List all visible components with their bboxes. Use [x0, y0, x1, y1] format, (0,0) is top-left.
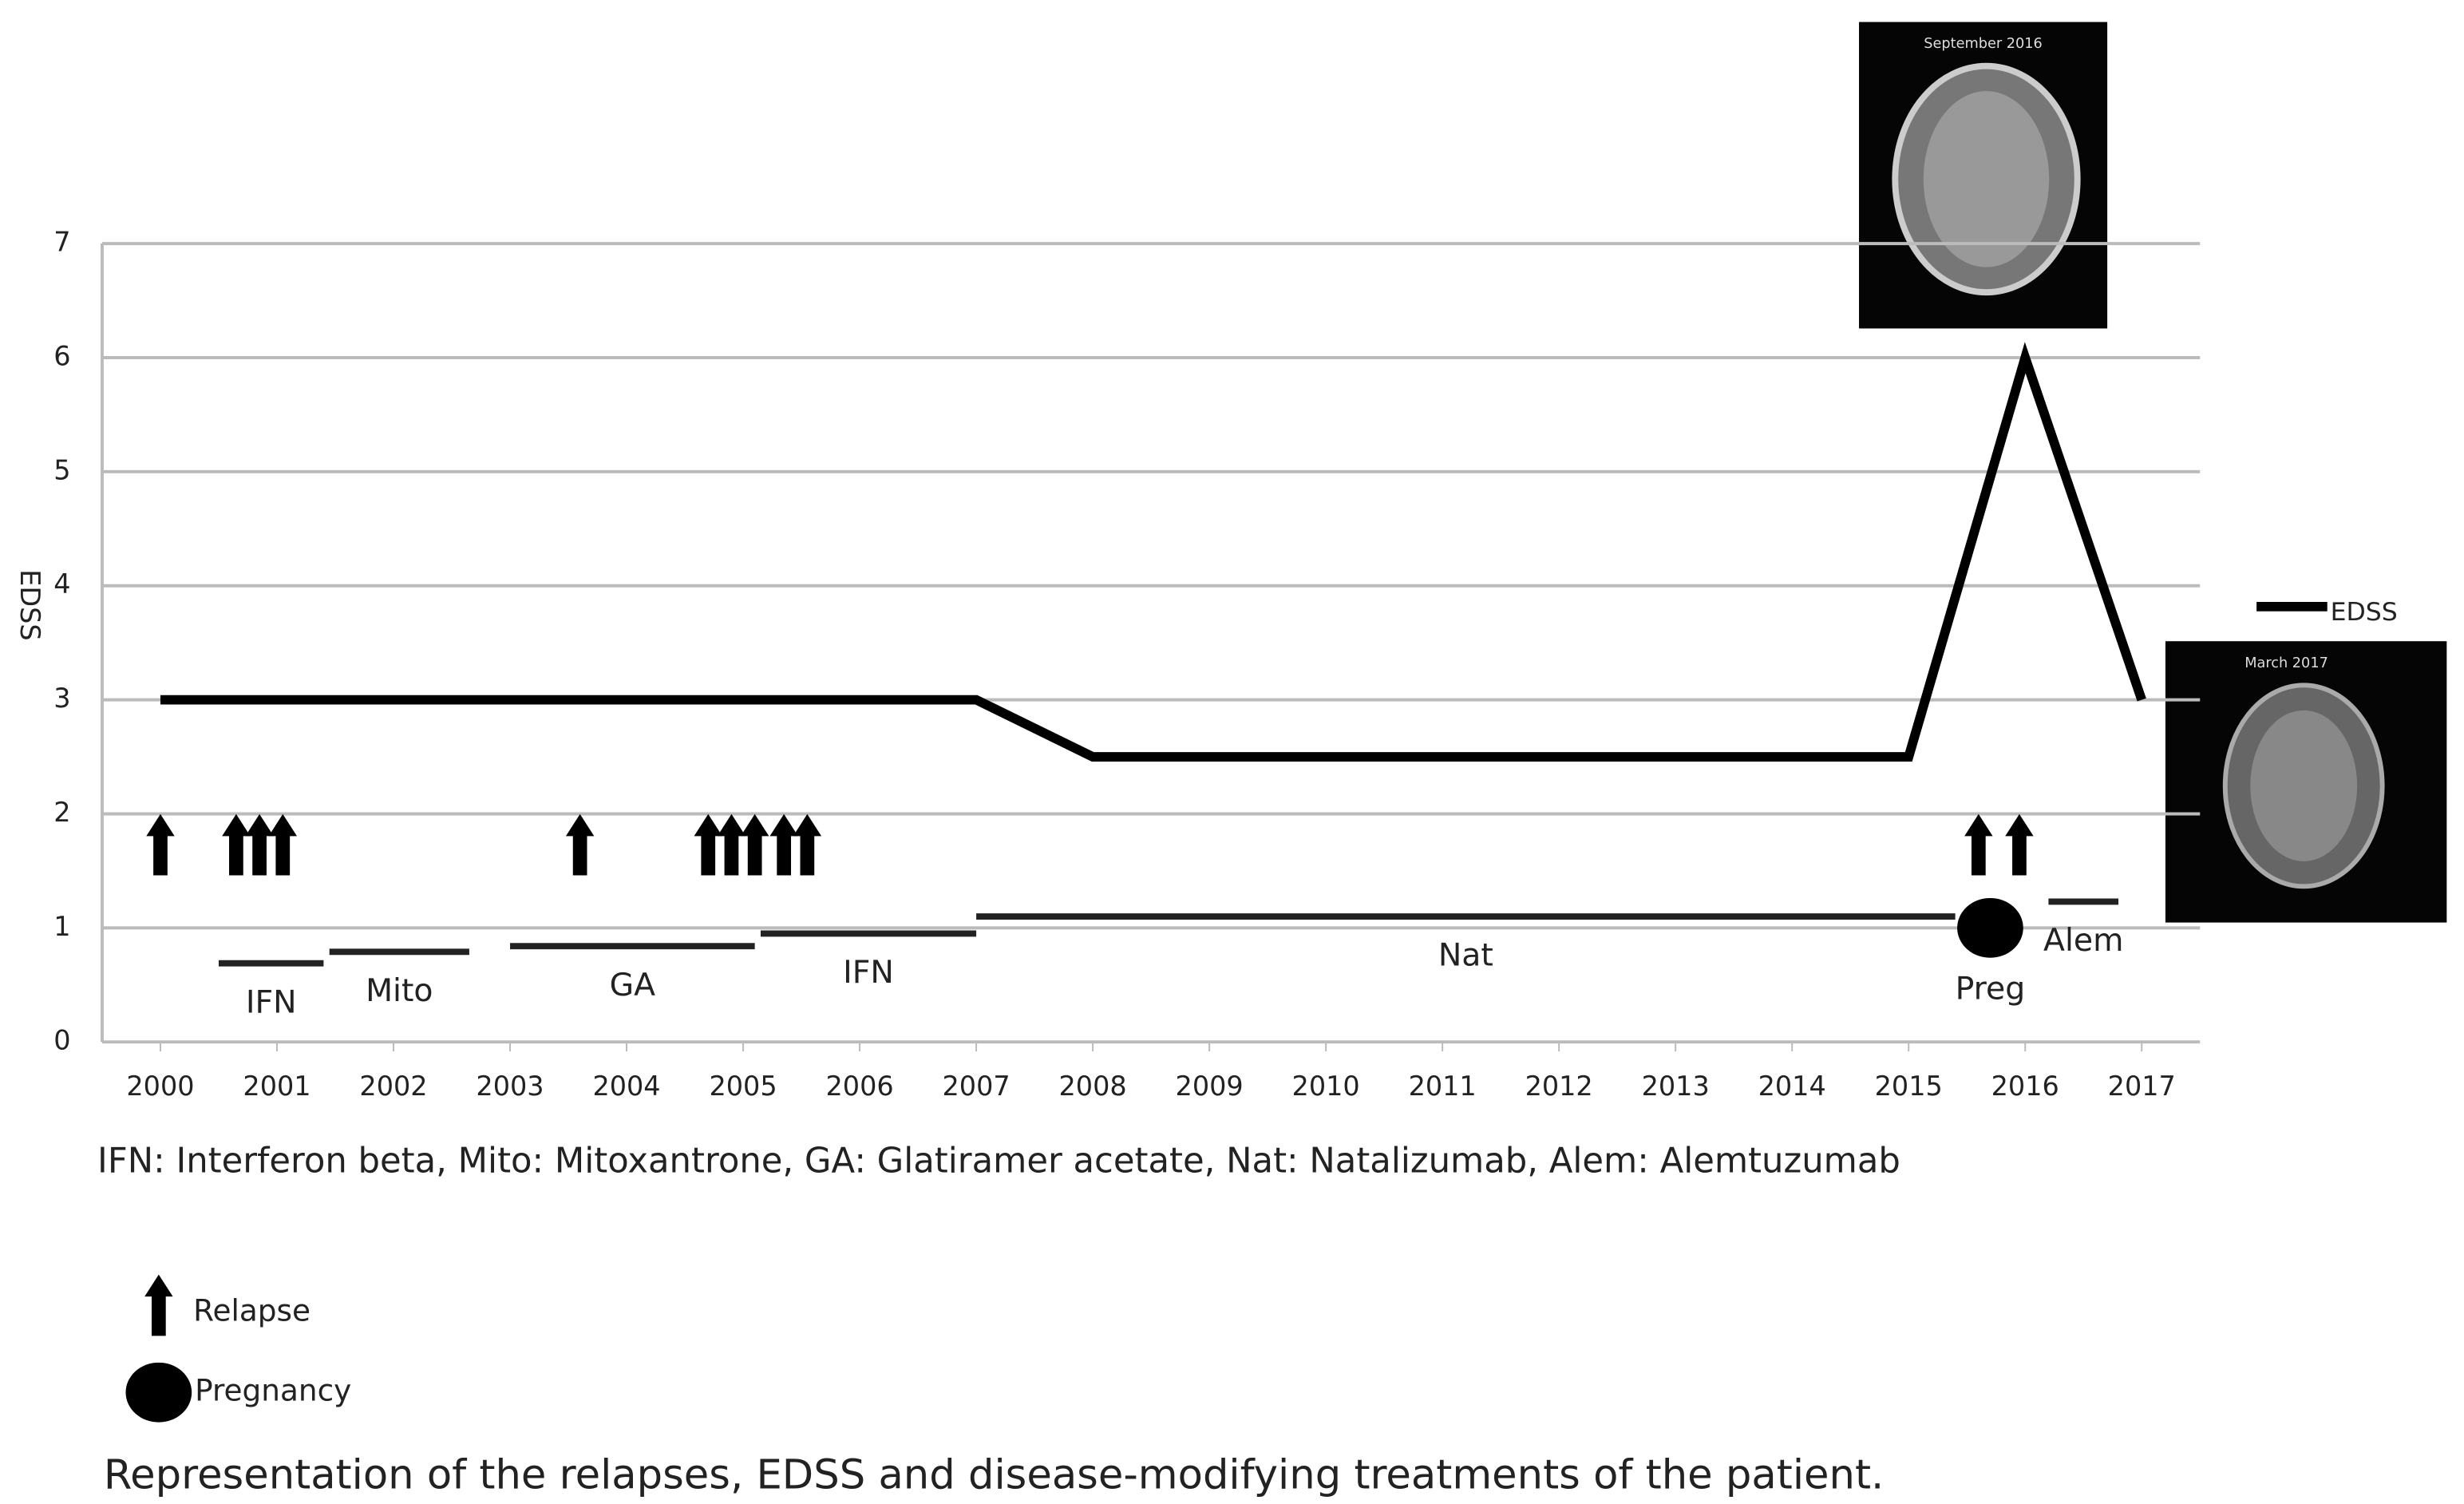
- x-tick-label: 2014: [1758, 1071, 1826, 1102]
- image-caption: March 2017: [2244, 655, 2328, 671]
- x-tick-label: 2003: [476, 1071, 544, 1102]
- treatment-label: Alem: [2043, 922, 2123, 959]
- x-tick-label: 2011: [1409, 1071, 1477, 1102]
- abbreviations: IFN: Interferon beta, Mito: Mitoxantrone…: [97, 1141, 1900, 1181]
- y-tick-label: 3: [53, 683, 70, 714]
- relapse-arrow: [718, 814, 746, 876]
- x-tick-label: 2016: [1991, 1071, 2059, 1102]
- pregnancy-label: Preg: [1956, 971, 2026, 1007]
- legend-label: EDSS: [2331, 598, 2398, 627]
- treatment-label: GA: [610, 967, 656, 1003]
- treatment-label: IFN: [246, 984, 297, 1020]
- brain-inner: [1924, 91, 2050, 267]
- image-caption: September 2016: [1924, 36, 2043, 52]
- treatment-label: Nat: [1438, 937, 1493, 974]
- x-tick-label: 2001: [243, 1071, 310, 1102]
- y-tick-label: 1: [53, 911, 70, 942]
- x-tick-label: 2007: [943, 1071, 1011, 1102]
- legend-relapse-label: Relapse: [193, 1292, 310, 1328]
- x-tick-label: 2015: [1875, 1071, 1943, 1102]
- caption: Representation of the relapses, EDSS and…: [104, 1451, 1884, 1499]
- x-tick-label: 2005: [709, 1071, 777, 1102]
- y-tick-label: 2: [53, 797, 70, 828]
- relapse-arrow: [1964, 814, 1992, 876]
- x-tick-label: 2004: [592, 1071, 660, 1102]
- x-tick-label: 2012: [1525, 1071, 1593, 1102]
- x-tick-label: 2002: [359, 1071, 427, 1102]
- x-tick-label: 2006: [825, 1071, 893, 1102]
- relapse-arrow: [269, 814, 297, 876]
- chart: EDSS IFN: Interferon beta, Mito: Mitoxan…: [0, 0, 2464, 1504]
- legend-pregnancy-icon: [126, 1363, 192, 1423]
- x-tick-label: 2010: [1292, 1071, 1360, 1102]
- legend-relapse-icon: [144, 1275, 172, 1336]
- treatment-label: Mito: [366, 972, 433, 1009]
- page: EDSS IFN: Interferon beta, Mito: Mitoxan…: [0, 0, 2464, 1504]
- y-tick-label: 6: [53, 341, 70, 372]
- y-axis-label: EDSS: [14, 569, 45, 640]
- y-tick-label: 5: [53, 454, 70, 485]
- relapse-arrow: [769, 814, 797, 876]
- y-tick-label: 4: [53, 568, 70, 600]
- pregnancy-marker: [1957, 898, 2023, 958]
- brain-inner: [2250, 710, 2357, 861]
- x-tick-label: 2008: [1059, 1071, 1127, 1102]
- treatment-label: IFN: [843, 954, 894, 991]
- x-tick-label: 2013: [1642, 1071, 1710, 1102]
- x-tick-label: 2009: [1176, 1071, 1244, 1102]
- relapse-arrow: [146, 814, 174, 876]
- y-tick-label: 7: [53, 227, 70, 258]
- relapse-arrow: [222, 814, 250, 876]
- relapse-arrow: [793, 814, 821, 876]
- relapse-arrow: [2005, 814, 2033, 876]
- relapse-arrow: [694, 814, 722, 876]
- relapse-arrow: [245, 814, 273, 876]
- x-tick-label: 2000: [126, 1071, 194, 1102]
- legend-pregnancy-label: Pregnancy: [195, 1373, 351, 1408]
- relapse-arrow: [741, 814, 769, 876]
- y-tick-label: 0: [53, 1025, 70, 1056]
- mri-image: March 2017: [2165, 641, 2446, 922]
- relapse-arrow: [566, 814, 594, 876]
- series-line: [160, 358, 2142, 757]
- mri-image: September 2016: [1859, 22, 2107, 329]
- x-tick-label: 2017: [2108, 1071, 2176, 1102]
